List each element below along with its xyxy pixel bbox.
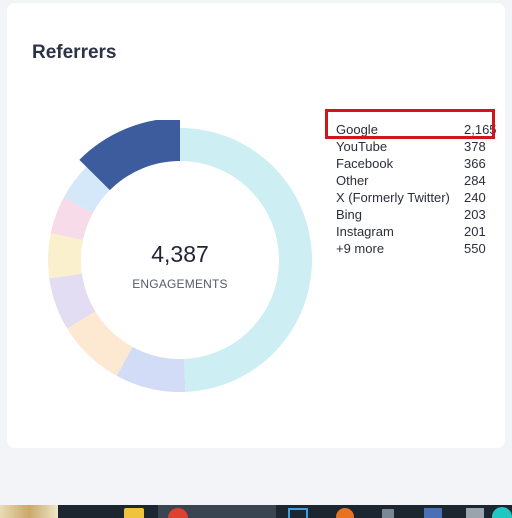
app-icon[interactable] — [382, 509, 394, 518]
legend-row-other[interactable]: Other 284 — [336, 172, 488, 189]
referrer-value: 550 — [464, 241, 486, 256]
legend-row-x[interactable]: X (Formerly Twitter) 240 — [336, 189, 488, 206]
referrer-value: 366 — [464, 156, 486, 171]
app-icon[interactable] — [424, 508, 442, 518]
browser-icon[interactable] — [288, 508, 308, 518]
donut-slice-facebook[interactable] — [67, 311, 133, 376]
referrer-value: 378 — [464, 139, 486, 154]
legend-row-instagram[interactable]: Instagram 201 — [336, 223, 488, 240]
referrer-value: 284 — [464, 173, 486, 188]
donut-slice-other[interactable] — [49, 273, 96, 329]
legend-row-facebook[interactable]: Facebook 366 — [336, 155, 488, 172]
referrers-card — [7, 3, 505, 448]
referrer-name: Facebook — [336, 156, 394, 171]
referrer-value: 240 — [464, 190, 486, 205]
google-highlight-box — [325, 109, 495, 139]
donut-slice-bing[interactable] — [50, 197, 93, 240]
referrers-donut-chart — [47, 120, 313, 392]
legend-row-more[interactable]: +9 more 550 — [336, 240, 488, 257]
referrer-name: Google — [336, 122, 378, 137]
total-engagements-value: 4,387 — [151, 241, 209, 267]
donut-slice-youtube[interactable] — [116, 346, 186, 392]
donut-slice-google[interactable] — [180, 128, 313, 392]
legend-row-bing[interactable]: Bing 203 — [336, 206, 488, 223]
referrer-name: Bing — [336, 207, 363, 222]
referrers-legend: Google 2,165 YouTube 378 Facebook 366 Ot… — [336, 121, 497, 257]
start-thumbnail-icon[interactable] — [0, 505, 58, 518]
referrer-name: YouTube — [336, 139, 388, 154]
referrer-name: X (Formerly Twitter) — [336, 190, 450, 205]
total-engagements-label: ENGAGEMENTS — [132, 277, 228, 291]
edge-icon[interactable] — [492, 507, 512, 518]
referrer-value: 201 — [464, 224, 486, 239]
referrer-name: Instagram — [336, 224, 394, 239]
referrer-name: Other — [336, 173, 369, 188]
folder-icon[interactable] — [124, 508, 144, 518]
donut-slice-9-more[interactable] — [79, 120, 180, 191]
windows-taskbar — [0, 505, 512, 518]
legend-row-youtube[interactable]: YouTube 378 — [336, 138, 488, 155]
chrome-icon[interactable] — [168, 508, 188, 518]
referrer-value: 203 — [464, 207, 486, 222]
donut-slice-x-formerly-twitter[interactable] — [47, 233, 84, 279]
referrer-name: +9 more — [336, 241, 385, 256]
app-icon[interactable] — [466, 508, 484, 518]
app-icon[interactable] — [336, 508, 354, 518]
donut-slice-instagram[interactable] — [63, 166, 110, 213]
widget-title: Referrers — [32, 42, 117, 63]
